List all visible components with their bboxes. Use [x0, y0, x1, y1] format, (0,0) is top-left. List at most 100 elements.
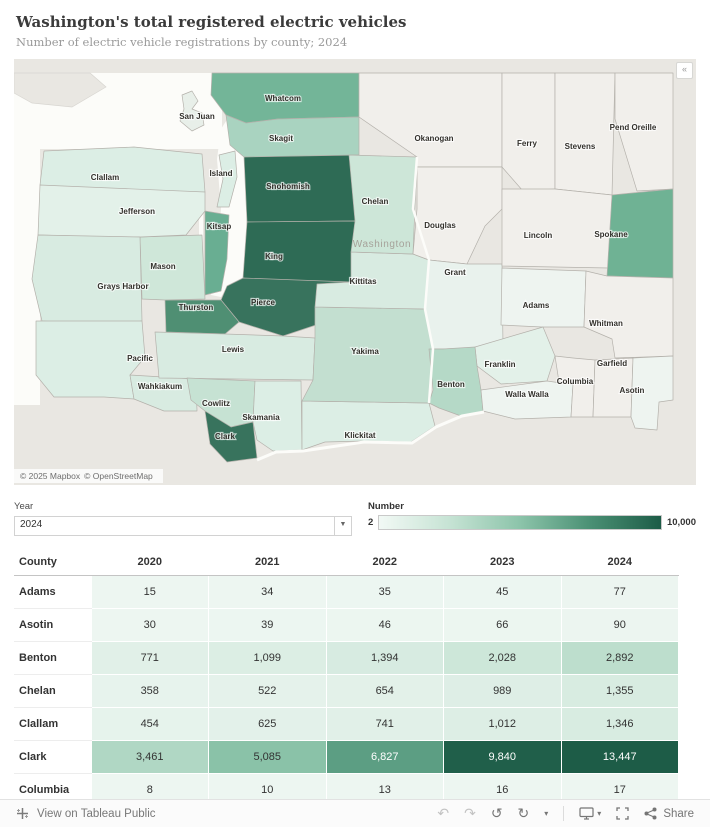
- value-cell[interactable]: 1,394: [325, 641, 444, 675]
- county-shape-snohomish[interactable]: [243, 154, 360, 223]
- toolbar-divider: [563, 806, 565, 821]
- county-shape-whatcom[interactable]: [210, 72, 360, 124]
- year-dropdown[interactable]: 2024 ▼: [14, 516, 352, 536]
- county-shape-ferry[interactable]: [501, 72, 556, 192]
- value-cell[interactable]: 3,461: [90, 740, 209, 774]
- fullscreen-icon[interactable]: [616, 807, 629, 820]
- download-device-icon: [579, 807, 594, 820]
- county-name-cell[interactable]: Asotin: [14, 608, 91, 642]
- county-shape-columbia[interactable]: [554, 355, 596, 418]
- county-shape-grays-harbor[interactable]: [31, 234, 143, 326]
- county-shape-lewis[interactable]: [154, 331, 316, 381]
- column-header-2021: 2021: [208, 548, 326, 576]
- page-title: Washington's total registered electric v…: [16, 13, 407, 31]
- county-shape-mason[interactable]: [139, 234, 206, 301]
- map-container: Whatcom Skagit Snohomish King Pierce Thurston…: [14, 59, 696, 485]
- county-shape-thurston[interactable]: [164, 299, 240, 335]
- value-cell[interactable]: 2,028: [443, 641, 562, 675]
- value-cell[interactable]: 6,827: [325, 740, 444, 774]
- value-cell[interactable]: 30: [90, 608, 209, 642]
- value-cell[interactable]: 654: [325, 674, 444, 708]
- value-cell[interactable]: 1,346: [560, 707, 679, 741]
- county-shape-kitsap[interactable]: [204, 210, 230, 296]
- undo-icon[interactable]: ↶: [437, 805, 450, 822]
- county-shape-pacific[interactable]: [35, 320, 146, 400]
- county-shape-island[interactable]: [216, 150, 238, 208]
- county-shape-yakima[interactable]: [301, 306, 434, 404]
- value-cell[interactable]: 2,892: [560, 641, 679, 675]
- county-name-cell[interactable]: Clallam: [14, 707, 91, 741]
- value-cell[interactable]: 13,447: [560, 740, 679, 774]
- value-cell[interactable]: 358: [90, 674, 209, 708]
- column-header-2020: 2020: [91, 548, 209, 576]
- value-cell[interactable]: 39: [208, 608, 327, 642]
- share-button[interactable]: Share: [644, 807, 694, 820]
- reset-icon[interactable]: ↺: [490, 805, 503, 822]
- view-on-tableau[interactable]: View on Tableau Public: [16, 807, 156, 820]
- county-name-cell[interactable]: Benton: [14, 641, 91, 675]
- county-name-cell[interactable]: Adams: [14, 575, 91, 609]
- osm-attribution-link[interactable]: © OpenStreetMap: [84, 471, 153, 481]
- vancouver-island: [14, 72, 107, 108]
- mapbox-attribution-link[interactable]: © 2025 Mapbox: [20, 471, 81, 481]
- county-shape-garfield[interactable]: [592, 357, 634, 418]
- washington-choropleth-map: WhatcomSkagitSnohomishKingPierceThurston…: [14, 59, 696, 485]
- value-cell[interactable]: 989: [443, 674, 562, 708]
- column-header-county: County: [14, 548, 91, 576]
- county-shape-skagit[interactable]: [225, 114, 360, 158]
- value-cell[interactable]: 1,355: [560, 674, 679, 708]
- county-shape-whitman[interactable]: [583, 270, 674, 359]
- refresh-icon[interactable]: ↻: [517, 805, 530, 822]
- county-shape-san-juan[interactable]: [179, 90, 205, 132]
- county-shape-skamania[interactable]: [252, 380, 303, 452]
- county-shape-stevens[interactable]: [554, 72, 616, 196]
- value-cell[interactable]: 90: [560, 608, 679, 642]
- auto-update-caret-icon[interactable]: ▾: [544, 809, 549, 818]
- map-toolbar-button[interactable]: «: [676, 62, 693, 79]
- value-cell[interactable]: 15: [90, 575, 209, 609]
- value-cell[interactable]: 34: [208, 575, 327, 609]
- value-cell[interactable]: 454: [90, 707, 209, 741]
- county-shape-benton[interactable]: [428, 346, 484, 417]
- value-cell[interactable]: 1,099: [208, 641, 327, 675]
- value-cell[interactable]: 35: [325, 575, 444, 609]
- state-label: Washington: [353, 239, 411, 250]
- value-cell[interactable]: 1,012: [443, 707, 562, 741]
- county-shape-jefferson[interactable]: [37, 184, 206, 238]
- year-dropdown-value: 2024: [20, 519, 43, 530]
- county-shape-clark[interactable]: [204, 410, 258, 463]
- value-cell[interactable]: 771: [90, 641, 209, 675]
- county-shape-spokane[interactable]: [606, 188, 674, 279]
- county-name-cell[interactable]: Chelan: [14, 674, 91, 708]
- color-legend: Number 2 10,000: [368, 501, 696, 536]
- value-cell[interactable]: 9,840: [443, 740, 562, 774]
- value-cell[interactable]: 77: [560, 575, 679, 609]
- value-cell[interactable]: 5,085: [208, 740, 327, 774]
- table-row-benton: Benton 771 1,099 1,394 2,028 2,892: [14, 641, 679, 675]
- county-name-cell[interactable]: Clark: [14, 740, 91, 774]
- value-cell[interactable]: 522: [208, 674, 327, 708]
- legend-min-value: 2: [368, 517, 374, 528]
- value-cell[interactable]: 45: [443, 575, 562, 609]
- county-shape-king[interactable]: [242, 220, 356, 286]
- value-cell[interactable]: 66: [443, 608, 562, 642]
- table-row-clallam: Clallam 454 625 741 1,012 1,346: [14, 707, 679, 741]
- table-row-asotin: Asotin 30 39 46 66 90: [14, 608, 679, 642]
- value-cell[interactable]: 741: [325, 707, 444, 741]
- column-header-2022: 2022: [326, 548, 444, 576]
- value-cell[interactable]: 625: [208, 707, 327, 741]
- download-button[interactable]: ▾: [579, 807, 601, 820]
- county-shape-grant[interactable]: [424, 259, 504, 350]
- redo-icon[interactable]: ↷: [464, 805, 476, 822]
- value-cell[interactable]: 46: [325, 608, 444, 642]
- chevron-down-icon[interactable]: ▼: [334, 517, 351, 535]
- table-row-clark: Clark 3,461 5,085 6,827 9,840 13,447: [14, 740, 679, 774]
- county-shape-asotin[interactable]: [630, 355, 674, 431]
- county-shape-lincoln[interactable]: [501, 188, 613, 269]
- column-header-2024: 2024: [561, 548, 679, 576]
- county-shape-pend-oreille[interactable]: [614, 72, 674, 192]
- county-shape-adams[interactable]: [500, 267, 587, 328]
- rivers: [256, 156, 485, 462]
- county-shape-chelan[interactable]: [348, 154, 418, 255]
- table-header-row: County 2020 2021 2022 2023 2024: [14, 548, 679, 576]
